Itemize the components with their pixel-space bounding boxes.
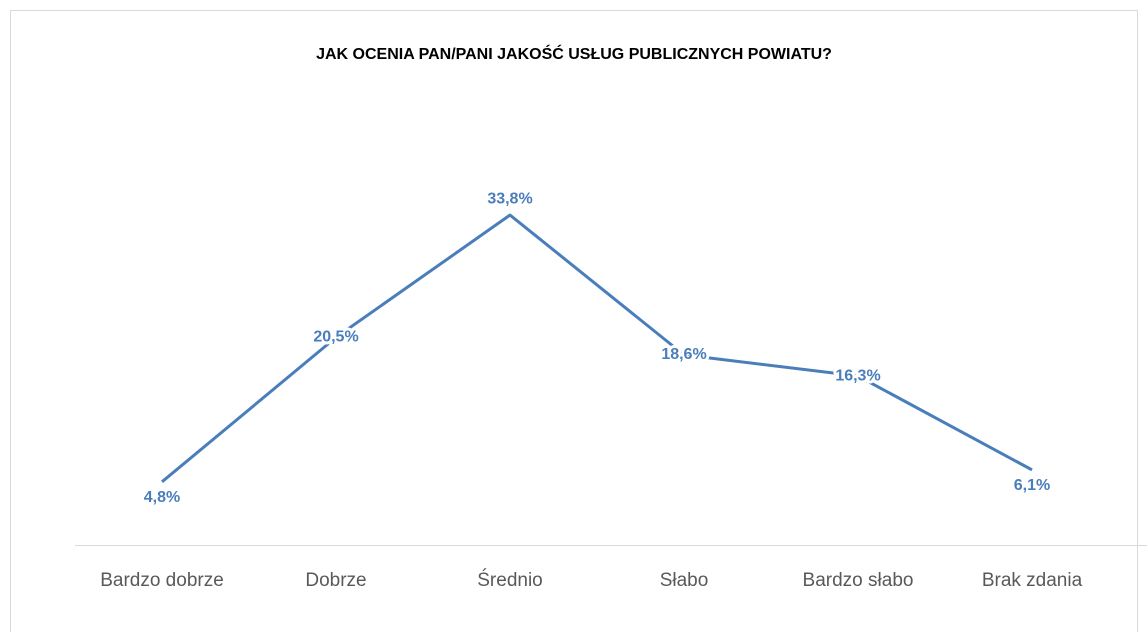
data-label: 4,8% bbox=[144, 489, 180, 506]
data-label: 16,3% bbox=[835, 367, 880, 384]
chart-frame bbox=[10, 10, 1138, 632]
x-tick-label: Średnio bbox=[477, 569, 543, 591]
x-tick-label: Bardzo słabo bbox=[803, 570, 914, 591]
data-line bbox=[161, 213, 1033, 483]
x-tick-label: Słabo bbox=[660, 570, 709, 591]
chart-title: JAK OCENIA PAN/PANI JAKOŚĆ USŁUG PUBLICZ… bbox=[316, 44, 832, 63]
x-tick-label: Bardzo dobrze bbox=[100, 570, 224, 591]
data-label: 33,8% bbox=[487, 190, 532, 207]
data-label: 18,6% bbox=[661, 346, 706, 363]
data-label: 6,1% bbox=[1014, 477, 1050, 494]
x-tick-label: Dobrze bbox=[305, 570, 366, 591]
x-tick-label: Brak zdania bbox=[982, 570, 1083, 591]
data-label: 20,5% bbox=[313, 329, 358, 346]
